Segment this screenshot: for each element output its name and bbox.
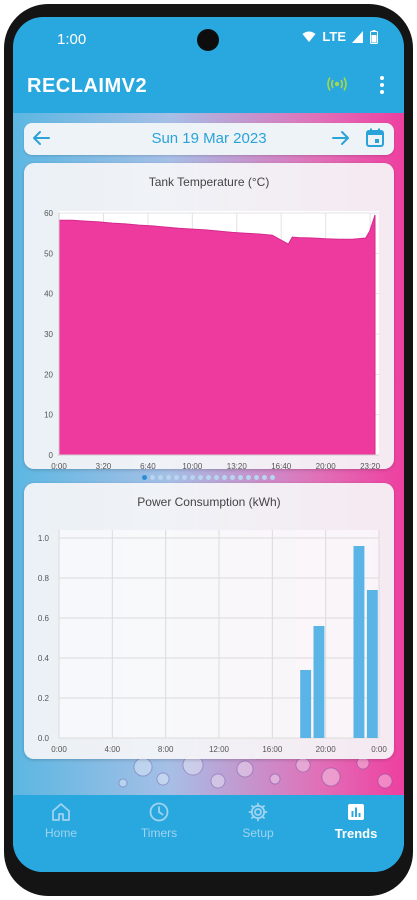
x-tick-label: 3:20 <box>96 462 112 469</box>
selected-date[interactable]: Sun 19 Mar 2023 <box>151 130 267 147</box>
app-bar: RECLAIMV2 <box>13 61 404 121</box>
page-dot[interactable] <box>198 475 203 480</box>
x-tick-label: 4:00 <box>105 745 121 754</box>
status-bar: 1:00 LTE <box>13 17 404 61</box>
page-dot[interactable] <box>142 475 147 480</box>
page-dot[interactable] <box>270 475 275 480</box>
network-type: LTE <box>322 29 346 44</box>
x-tick-label: 20:00 <box>316 745 337 754</box>
home-icon <box>52 803 70 821</box>
temperature-chart: 0 10 20 30 40 50 60 0:00 3:20 6:40 10:00 13:20 16:40… <box>44 209 381 469</box>
camera-cutout <box>197 29 219 51</box>
nav-home[interactable]: Home <box>26 801 96 840</box>
y-tick-label: 0.6 <box>38 614 50 623</box>
y-tick-label: 1.0 <box>38 534 50 543</box>
x-tick-label: 8:00 <box>158 745 174 754</box>
power-bar <box>366 590 378 738</box>
power-chart: 0.0 0.2 0.4 0.6 0.8 1.0 0:00 4:00 8:00 12:00 16:00… <box>38 530 387 754</box>
battery-icon <box>370 29 378 44</box>
y-tick-label: 60 <box>44 209 53 218</box>
temperature-chart-title: Tank Temperature (°C) <box>148 175 270 189</box>
power-bar <box>300 670 312 738</box>
x-tick-label: 23:20 <box>360 462 381 469</box>
nav-timers[interactable]: Timers <box>124 801 194 840</box>
x-tick-label: 0:00 <box>51 745 67 754</box>
connection-status-icon[interactable] <box>326 73 348 95</box>
app-screen: 1:00 LTE RECLAIMV2 <box>13 17 404 872</box>
page-dot[interactable] <box>254 475 259 480</box>
app-title: RECLAIMV2 <box>27 75 148 97</box>
x-tick-label: 16:00 <box>262 745 283 754</box>
clock-icon <box>149 802 169 822</box>
page-indicator <box>13 475 404 485</box>
date-selector: Sun 19 Mar 2023 <box>24 123 394 155</box>
y-tick-label: 0.2 <box>38 694 50 703</box>
nav-setup[interactable]: Setup <box>223 801 293 840</box>
arrow-left-icon[interactable] <box>30 127 52 149</box>
cell-signal-icon <box>352 30 363 43</box>
calendar-icon[interactable] <box>364 127 386 149</box>
page-dot[interactable] <box>230 475 235 480</box>
page-dot[interactable] <box>150 475 155 480</box>
home-indicator-area <box>13 850 404 872</box>
temperature-chart-card: 0 10 20 30 40 50 60 0:00 3:20 6:40 10:00 13:20 16:40… <box>24 163 394 469</box>
power-chart-card: 0.0 0.2 0.4 0.6 0.8 1.0 0:00 4:00 8:00 12:00 16:00… <box>24 483 394 759</box>
status-time: 1:00 <box>57 31 87 48</box>
x-tick-label: 20:00 <box>316 462 337 469</box>
y-tick-label: 50 <box>44 249 53 258</box>
overflow-menu-icon[interactable] <box>374 73 390 97</box>
page-dot[interactable] <box>214 475 219 480</box>
page-dot[interactable] <box>206 475 211 480</box>
page-dot[interactable] <box>182 475 187 480</box>
page-dot[interactable] <box>238 475 243 480</box>
page-dot[interactable] <box>166 475 171 480</box>
power-chart-title: Power Consumption (kWh) <box>137 495 281 509</box>
page-dot[interactable] <box>262 475 267 480</box>
bar-chart-icon <box>348 804 364 820</box>
page-dot[interactable] <box>174 475 179 480</box>
nav-trends[interactable]: Trends <box>321 801 391 841</box>
x-tick-label: 6:40 <box>140 462 156 469</box>
nav-setup-label: Setup <box>242 826 274 840</box>
y-tick-label: 0.4 <box>38 654 50 663</box>
x-tick-label: 16:40 <box>271 462 292 469</box>
x-tick-label: 10:00 <box>182 462 203 469</box>
x-tick-label: 12:00 <box>209 745 230 754</box>
x-tick-label: 0:00 <box>51 462 67 469</box>
wifi-signal-icon <box>302 31 316 42</box>
bubbles-decoration <box>118 750 393 789</box>
y-tick-label: 20 <box>44 370 53 379</box>
y-tick-label: 0.0 <box>38 734 50 743</box>
arrow-right-icon[interactable] <box>330 127 352 149</box>
power-bar <box>353 546 365 738</box>
nav-trends-label: Trends <box>334 826 378 841</box>
x-tick-label: 0:00 <box>371 745 387 754</box>
temperature-area-series <box>58 214 376 456</box>
page-dot[interactable] <box>222 475 227 480</box>
bottom-navigation: Home Timers Setup <box>13 795 404 850</box>
page-dot[interactable] <box>190 475 195 480</box>
nav-timers-label: Timers <box>140 826 178 840</box>
y-tick-label: 0 <box>49 451 54 460</box>
gear-icon <box>248 802 268 822</box>
y-tick-label: 10 <box>44 411 53 420</box>
x-tick-label: 13:20 <box>227 462 248 469</box>
power-bar <box>313 626 325 738</box>
y-tick-label: 0.8 <box>38 574 50 583</box>
y-tick-label: 40 <box>44 290 53 299</box>
page-dot[interactable] <box>246 475 251 480</box>
status-icons: LTE <box>302 29 378 44</box>
page-dot[interactable] <box>158 475 163 480</box>
nav-home-label: Home <box>44 826 77 840</box>
y-tick-label: 30 <box>44 330 53 339</box>
